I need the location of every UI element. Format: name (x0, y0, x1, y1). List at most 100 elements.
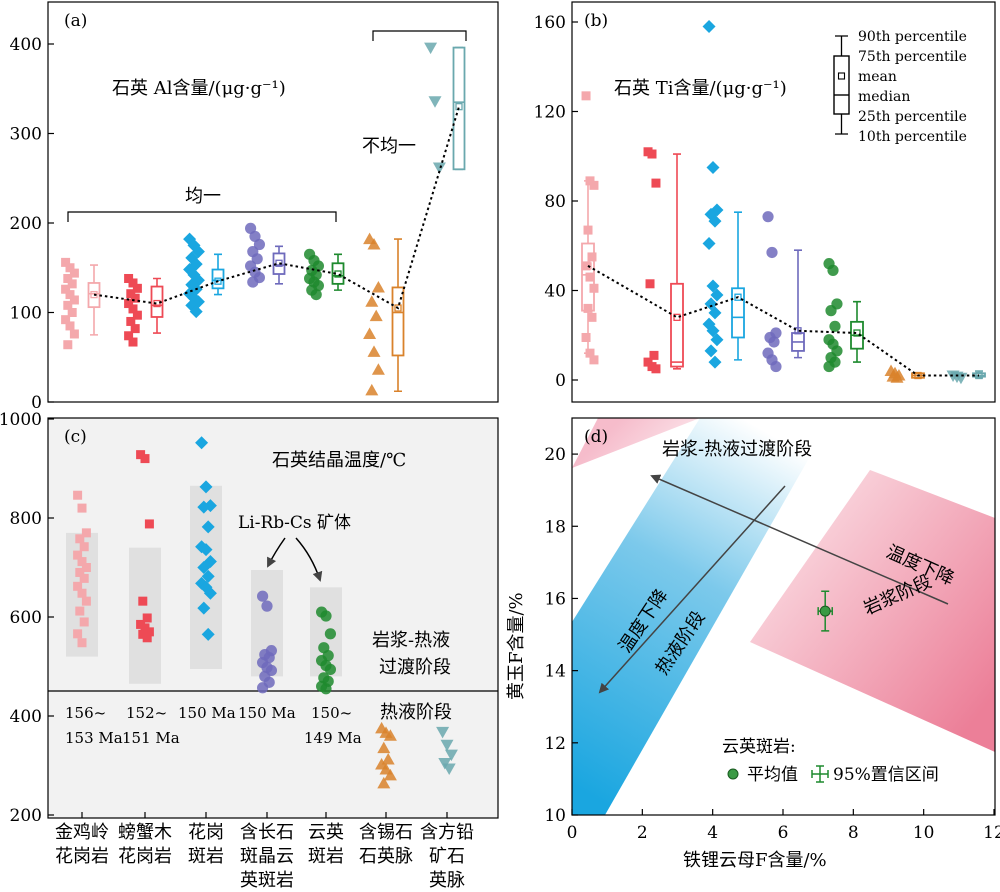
y-tick-label: 0 (31, 393, 42, 413)
sample-label-yyb: 云英 (308, 822, 344, 843)
point-a-jjl (65, 263, 75, 273)
point-a-jjl (65, 290, 75, 300)
box-whisker (153, 277, 161, 334)
point-a-jjl (67, 308, 77, 317)
point-c-pxm (142, 633, 152, 643)
point-c-jjl (79, 617, 89, 627)
point-b-pxm (649, 350, 659, 360)
point-c-xsm (377, 776, 391, 789)
box-whisker (394, 238, 402, 393)
point-a-hgb (191, 245, 205, 259)
box-iqr (272, 252, 286, 275)
sample-label-czy: 含长石 (240, 822, 294, 843)
panel-a-frame (47, 1, 499, 403)
point-a-xsm (365, 295, 379, 307)
x-tick-label: 6 (778, 823, 789, 843)
stage-hydro-label: 热液阶段 (380, 702, 452, 723)
panel-b-marks (581, 19, 986, 385)
x-tick-label: 12 (983, 823, 1000, 843)
point-a-pxm (128, 337, 138, 347)
panel-c-label: (c) (64, 427, 87, 447)
point-c-yyb (320, 683, 332, 695)
box-whisker (275, 245, 283, 285)
box-whisker (673, 153, 681, 370)
point-c-jjl (75, 534, 85, 544)
sample-label-ffm: 含方铅 (420, 822, 474, 843)
point-c-jjl (77, 557, 87, 567)
point-a-pxm (132, 283, 142, 293)
point-c-jjl (81, 528, 91, 538)
mean-trend-line-b (587, 265, 979, 377)
point-a-pxm (126, 316, 136, 326)
x-tick-label: 4 (707, 823, 718, 843)
point-b-jjl (583, 303, 593, 313)
age-jjl-2: 153 Ma (65, 729, 123, 747)
legend-p90: 90th percentile (858, 29, 967, 45)
panel-b-title: 石英 Ti含量/(μg·g⁻¹) (614, 78, 787, 99)
box-iqr (670, 282, 684, 368)
point-c-jjl (75, 606, 85, 616)
group-nonuniform-label: 不均一 (362, 136, 416, 157)
point-b-hgb (702, 237, 716, 251)
y-tick-label: 160 (534, 13, 566, 33)
point-c-yyb (324, 663, 336, 676)
point-a-xsm (363, 327, 377, 339)
box-mean (734, 293, 742, 301)
point-a-pxm (130, 293, 140, 303)
point-c-hgb (199, 480, 213, 494)
panel-a-marks (61, 42, 466, 396)
point-a-jjl (61, 315, 71, 325)
point-a-czy (253, 238, 265, 251)
sample-label-yyb: 斑岩 (308, 846, 344, 867)
point-c-hgb (201, 569, 215, 583)
panel-a-label: (a) (64, 11, 87, 31)
point-b-czy (766, 246, 778, 259)
point-c-ffm (436, 726, 450, 739)
legend-title: 云英斑岩: (722, 737, 796, 757)
transition-field-pink (572, 418, 700, 468)
x-tick-label: 0 (567, 823, 578, 843)
y-tick-label: 12 (544, 734, 566, 754)
box-a-yyb (331, 253, 345, 291)
point-c-hgb (201, 627, 215, 641)
point-a-xsm (371, 280, 385, 293)
point-c-xsm (377, 741, 391, 754)
point-b-pxm (647, 149, 657, 159)
point-c-ffm (442, 763, 456, 775)
sample-label-pxm: 花岗岩 (118, 846, 172, 867)
point-b-hgb (706, 160, 720, 174)
point-a-jjl (63, 273, 73, 283)
age-czy: 150 Ma (238, 704, 296, 722)
y-tick-label: 200 (10, 806, 42, 826)
point-c-jjl (77, 588, 87, 598)
panel-d-fields (572, 418, 995, 815)
sample-label-jjl: 花岗岩 (55, 846, 109, 867)
y-tick-label: 300 (10, 125, 42, 145)
panel-c: (c) 石英结晶温度/℃ Li-Rb-Cs 矿体 岩浆-热液 过渡阶段 热液阶段… (0, 410, 499, 891)
box-whisker (734, 211, 742, 361)
box-a-pxm (150, 277, 164, 334)
point-c-pxm (144, 519, 154, 529)
legend-whisker (835, 35, 848, 135)
y-tick-label: 600 (10, 608, 42, 628)
point-b-pxm (651, 364, 661, 374)
point-c-xsm (381, 753, 395, 765)
temp-arrow-hydro (598, 485, 786, 694)
point-b-hgb (708, 214, 722, 228)
point-b-hgb (704, 344, 718, 358)
panel-c-marks (73, 436, 458, 789)
legend-mean: mean (858, 69, 897, 85)
y-tick-label: 400 (10, 35, 42, 55)
group-nonuniform-bracket (372, 30, 467, 41)
point-c-pxm (140, 454, 150, 464)
point-b-yyb (829, 320, 841, 332)
point-a-pxm (132, 310, 142, 320)
point-b-hgb (702, 19, 716, 33)
y-tick-label: 40 (544, 282, 566, 302)
point-c-hgb (201, 520, 215, 534)
box-legend: 90th percentile 75th percentile mean med… (833, 29, 967, 145)
sample-label-hgb: 花岗 (188, 822, 224, 843)
legend-p10: 10th percentile (858, 129, 967, 145)
point-c-czy (261, 600, 273, 612)
point-b-hgb (708, 306, 722, 320)
